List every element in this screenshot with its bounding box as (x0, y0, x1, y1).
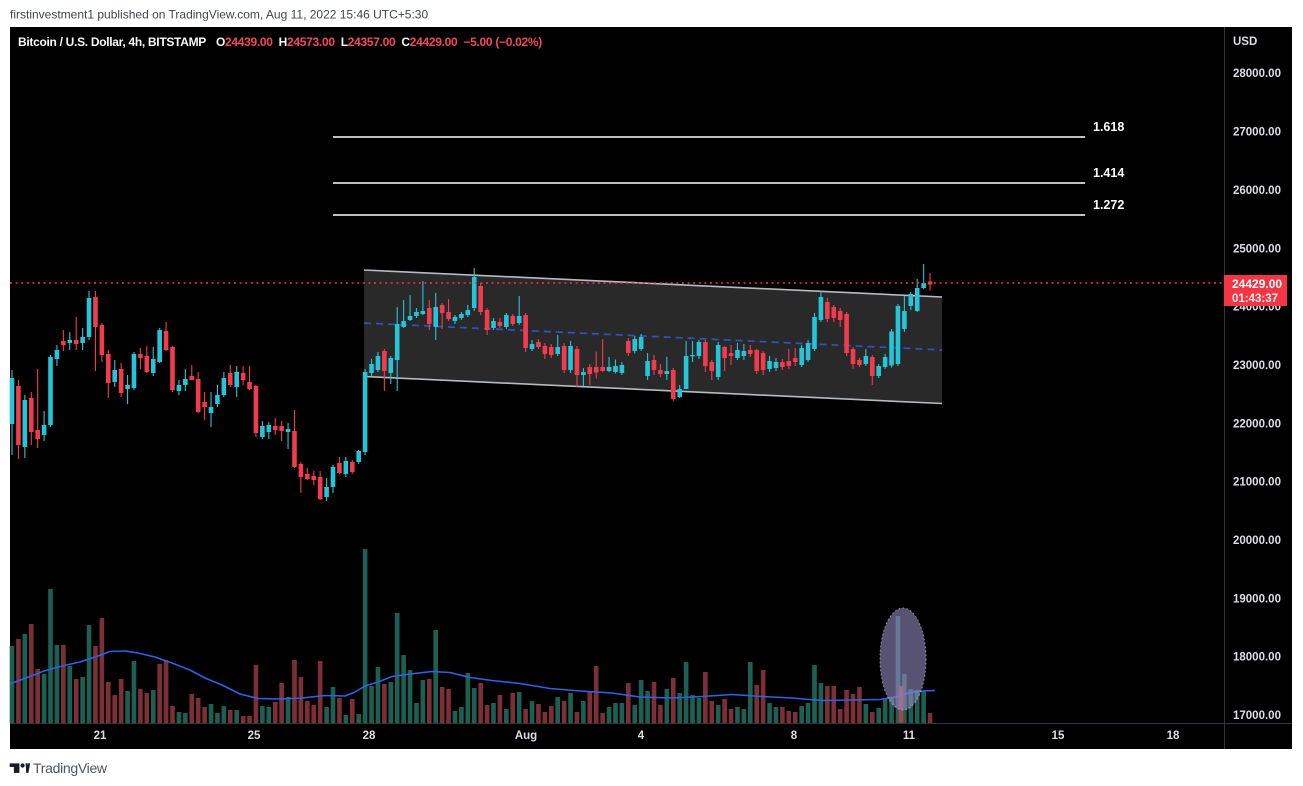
svg-text:27000.00: 27000.00 (1233, 127, 1281, 139)
svg-text:firstinvestment1 published on: firstinvestment1 published on TradingVie… (10, 8, 428, 22)
svg-text:21: 21 (94, 730, 107, 742)
svg-text:18: 18 (1167, 730, 1180, 742)
svg-text:11: 11 (903, 730, 916, 742)
svg-text:23000.00: 23000.00 (1233, 360, 1281, 372)
svg-text:19000.00: 19000.00 (1233, 593, 1281, 605)
svg-text:18000.00: 18000.00 (1233, 652, 1281, 664)
svg-text:17000.00: 17000.00 (1233, 710, 1281, 722)
svg-text:1.272: 1.272 (1093, 198, 1124, 212)
svg-text:20000.00: 20000.00 (1233, 535, 1281, 547)
svg-text:22000.00: 22000.00 (1233, 418, 1281, 430)
svg-text:28000.00: 28000.00 (1233, 68, 1281, 80)
svg-text:TradingView: TradingView (33, 760, 108, 776)
svg-text:1.414: 1.414 (1093, 166, 1124, 180)
svg-text:8: 8 (791, 730, 798, 742)
svg-text:28: 28 (363, 730, 376, 742)
svg-text:24429.00: 24429.00 (1232, 277, 1282, 291)
svg-text:01:43:37: 01:43:37 (1232, 293, 1278, 305)
svg-text:25000.00: 25000.00 (1233, 243, 1281, 255)
svg-text:Aug: Aug (515, 730, 537, 742)
svg-text:1.618: 1.618 (1093, 120, 1124, 134)
svg-text:26000.00: 26000.00 (1233, 185, 1281, 197)
svg-text:4: 4 (638, 730, 645, 742)
svg-text:USD: USD (1233, 36, 1257, 48)
svg-text:15: 15 (1052, 730, 1065, 742)
svg-text:Bitcoin / U.S. Dollar, 4h, BIT: Bitcoin / U.S. Dollar, 4h, BITSTAMP O2443… (18, 35, 542, 49)
svg-text:25: 25 (248, 730, 261, 742)
svg-text:21000.00: 21000.00 (1233, 477, 1281, 489)
